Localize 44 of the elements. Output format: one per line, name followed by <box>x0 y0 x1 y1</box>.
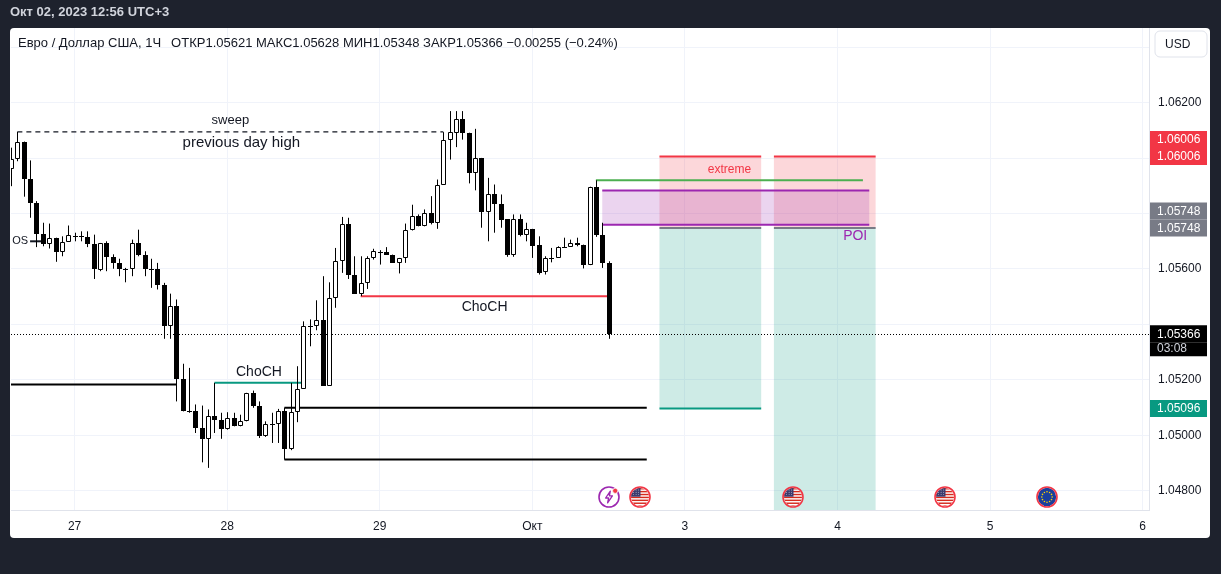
candlestick <box>359 255 364 297</box>
x-tick-label: Окт <box>522 518 543 533</box>
candlestick <box>244 392 249 422</box>
annotation: ChoCH <box>235 362 282 379</box>
candlestick <box>123 267 128 283</box>
annotation: previous day high <box>182 133 301 151</box>
candlestick <box>403 223 408 264</box>
candlestick <box>441 131 446 186</box>
y-tick-label: 1.06200 <box>1158 95 1202 110</box>
y-tick-label: 1.04800 <box>1158 482 1202 497</box>
candlestick <box>270 412 275 444</box>
text: 1.06006 <box>1157 132 1201 147</box>
x-tick-label: 29 <box>373 518 387 533</box>
candlestick <box>365 255 370 290</box>
ref-line-label: 1.05366 <box>1157 326 1201 341</box>
x-tick-label: 4 <box>834 518 842 533</box>
annotation: sweep <box>211 112 250 128</box>
candlestick <box>28 159 33 219</box>
candlestick <box>143 250 148 277</box>
y-tick-label: 1.05600 <box>1158 261 1202 276</box>
annotation: extreme <box>707 161 752 176</box>
text: 1.05748 <box>1157 203 1201 218</box>
text: Евро / Доллар США, 1Ч <box>18 34 162 50</box>
y-tick-label: 1.05200 <box>1158 372 1202 387</box>
candlestick <box>314 299 319 331</box>
candlestick <box>352 255 357 295</box>
text: 1.06006 <box>1157 149 1201 164</box>
annotation: POI <box>843 226 868 243</box>
annotation: OS <box>12 233 29 246</box>
x-tick-label: 27 <box>67 518 82 533</box>
text: 1.05748 <box>1157 220 1201 235</box>
text: 03:08 <box>1157 341 1188 356</box>
text: 1.05096 <box>1157 401 1201 416</box>
y-axis-title: USD <box>1165 36 1191 51</box>
chart-subtitle: Окт 02, 2023 12:56 UTC+3 <box>10 3 170 21</box>
annotation: ChoCH <box>461 298 508 315</box>
x-tick-label: 5 <box>986 518 994 533</box>
y-tick-label: 1.05000 <box>1158 427 1202 442</box>
candlestick <box>15 131 20 162</box>
annotation: ОТКР1.05621 МАКС1.05628 МИН1.05348 ЗАКР1.05366 −0.00255 (−0.24%) <box>171 34 618 50</box>
x-tick-label: 28 <box>220 518 235 533</box>
x-tick-label: 3 <box>681 518 689 533</box>
x-tick-label: 6 <box>1139 518 1147 533</box>
candlestick <box>333 247 338 309</box>
